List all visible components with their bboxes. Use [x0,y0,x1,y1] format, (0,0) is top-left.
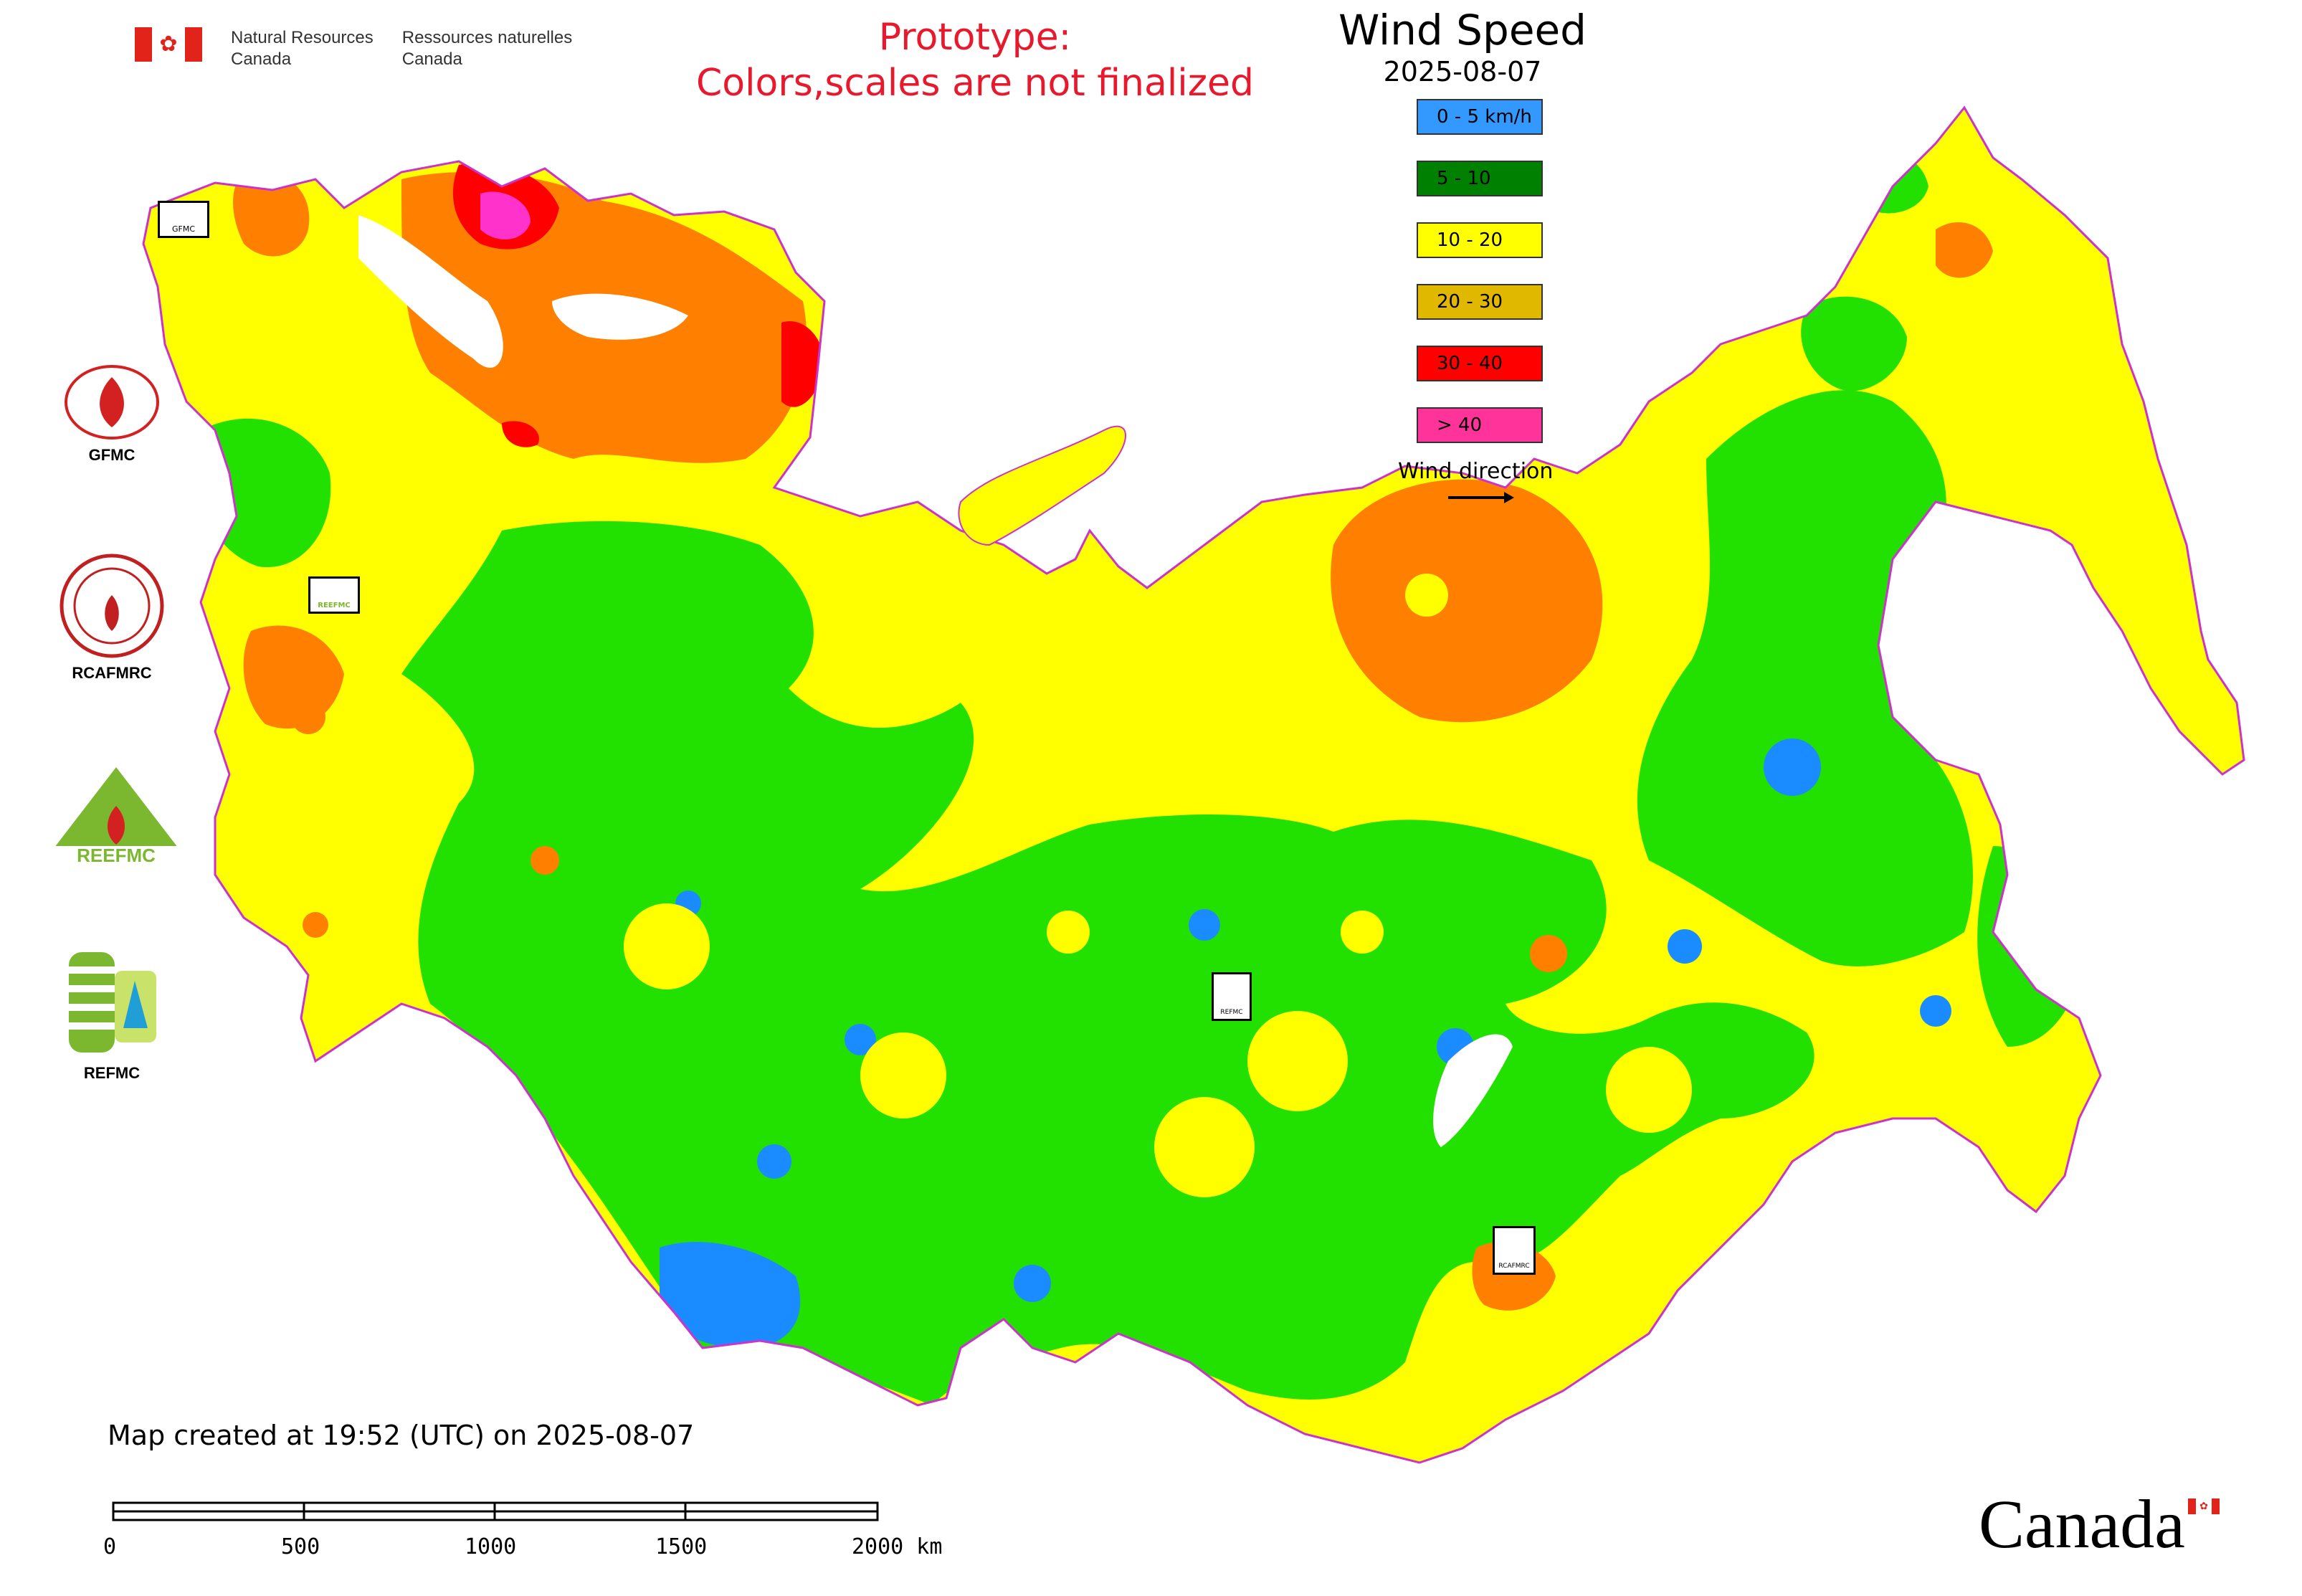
reefmc-logo-icon: REEFMC [42,767,190,866]
map-created-timestamp: Map created at 19:52 (UTC) on 2025-08-07 [108,1420,695,1451]
scale-bar [112,1501,879,1521]
canada-flag-icon: ✿ [135,27,202,62]
scale-label-0: 0 [103,1534,117,1559]
map-marker-refmc: REFMC [1212,972,1252,1021]
prototype-notice: Prototype: Colors,scales are not finaliz… [695,16,1255,105]
side-logo-gfmc: GFMC [40,363,184,465]
refmc-logo-icon [69,952,156,1053]
map-marker-reefmc: REEFMC [308,576,360,614]
map-marker-gfmc: GFMC [158,201,209,238]
department-name-fr: Ressources naturelles Canada [401,28,573,69]
legend-class-4: 30 - 40 [1417,346,1543,381]
legend-date: 2025-08-07 [1383,56,1542,87]
wind-direction-label: Wind direction [1398,459,1554,484]
scale-label-500: 500 [281,1534,320,1559]
lake-ladoga [552,293,688,340]
wind-arrow-icon [1448,492,1514,503]
department-name-en: Natural Resources Canada [231,28,374,69]
country-borders [142,105,2245,1464]
reefmc-logo-text: REEFMC [77,845,156,866]
side-logo-reefmc: REEFMC [37,763,195,875]
scale-label-1500: 1500 [655,1534,708,1559]
gfmc-logo-icon [65,365,159,440]
legend-class-1: 5 - 10 [1417,161,1543,196]
side-logo-refmc: REFMC [40,945,184,1083]
legend-class-3: 20 - 30 [1417,284,1543,320]
scale-label-1000: 1000 [465,1534,517,1559]
legend-class-5: > 40 [1417,407,1543,443]
canada-wordmark: Canada [1979,1486,2185,1562]
legend-class-0: 0 - 5 km/h [1417,99,1543,135]
legend-class-2: 10 - 20 [1417,222,1543,258]
gulf-of-bothnia [358,215,503,368]
lake-baikal [1433,1034,1513,1147]
map-marker-rcafmrc: RCAFMRC [1493,1226,1536,1275]
wordmark-flag-icon: ✿ [2188,1498,2220,1514]
legend-title: Wind Speed [1338,6,1587,54]
side-logo-rcafmrc: RCAFMRC [40,552,184,683]
nrcan-signature: ✿ Natural Resources Canada Ressources nat… [135,27,572,70]
rcafmrc-logo-icon [60,554,164,658]
novaya-zemlya [958,425,1126,546]
scale-label-2000: 2000 km [852,1534,943,1559]
